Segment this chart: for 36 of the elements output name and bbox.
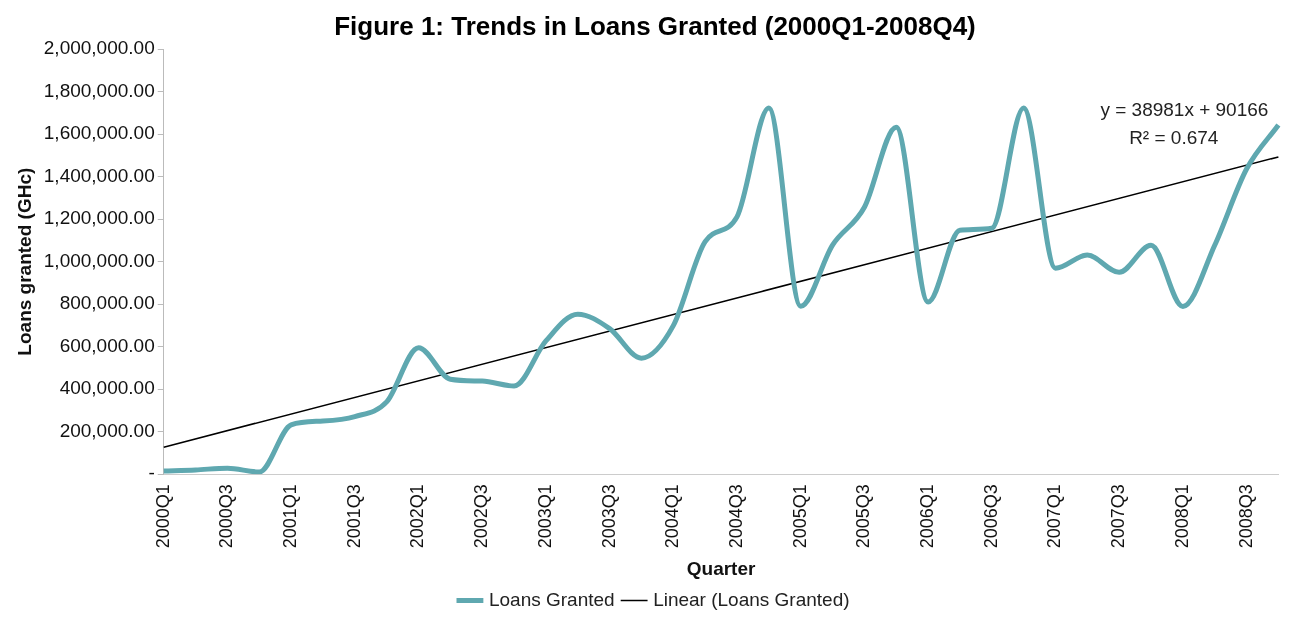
x-tick-label: 2001Q1 [280,484,301,549]
legend-label: Loans Granted [488,588,615,610]
y-tick-label: 800,000.00 [59,292,155,314]
x-tick-label: 2007Q1 [1044,484,1065,549]
x-tick-label: 2001Q3 [343,484,364,549]
x-tick-label: 2004Q3 [725,484,746,549]
x-tick-label: 2006Q1 [917,484,938,549]
y-tick-label: 1,000,000.00 [43,249,155,271]
x-tick-label: 2000Q3 [216,484,237,549]
y-tick-label: 2,000,000.00 [43,37,155,59]
annotation: R² = 0.674 [1129,127,1219,149]
y-tick-label: 1,200,000.00 [43,207,155,229]
x-tick-label: 2004Q1 [662,484,683,549]
chart-title: Figure 1: Trends in Loans Granted (2000Q1-2008Q4) [334,10,976,41]
x-tick-label: 2008Q3 [1235,484,1256,549]
x-tick-label: 2007Q3 [1108,484,1129,549]
x-tick-label: 2002Q1 [407,484,428,549]
x-tick-label: 2000Q1 [152,484,173,549]
y-tick-label: 1,600,000.00 [43,122,155,144]
y-tick-label: 600,000.00 [59,334,155,356]
annotation: y = 38981x + 90166 [1100,99,1269,121]
y-tick-label: 1,400,000.00 [43,164,155,186]
x-tick-label: 2006Q3 [980,484,1001,549]
x-tick-label: 2005Q3 [853,484,874,549]
x-tick-label: 2003Q1 [534,484,555,549]
x-axis-title: Quarter [686,557,756,579]
y-tick-label: 400,000.00 [59,377,155,399]
x-tick-label: 2005Q1 [789,484,810,549]
legend-label: Linear (Loans Granted) [653,588,850,610]
y-tick-label: - [148,462,155,484]
x-tick-label: 2003Q3 [598,484,619,549]
y-tick-label: 1,800,000.00 [43,79,155,101]
x-tick-label: 2008Q1 [1171,484,1192,549]
x-tick-label: 2002Q3 [471,484,492,549]
y-axis-title: Loans granted (GHc) [13,167,35,356]
y-tick-label: 200,000.00 [59,419,155,441]
